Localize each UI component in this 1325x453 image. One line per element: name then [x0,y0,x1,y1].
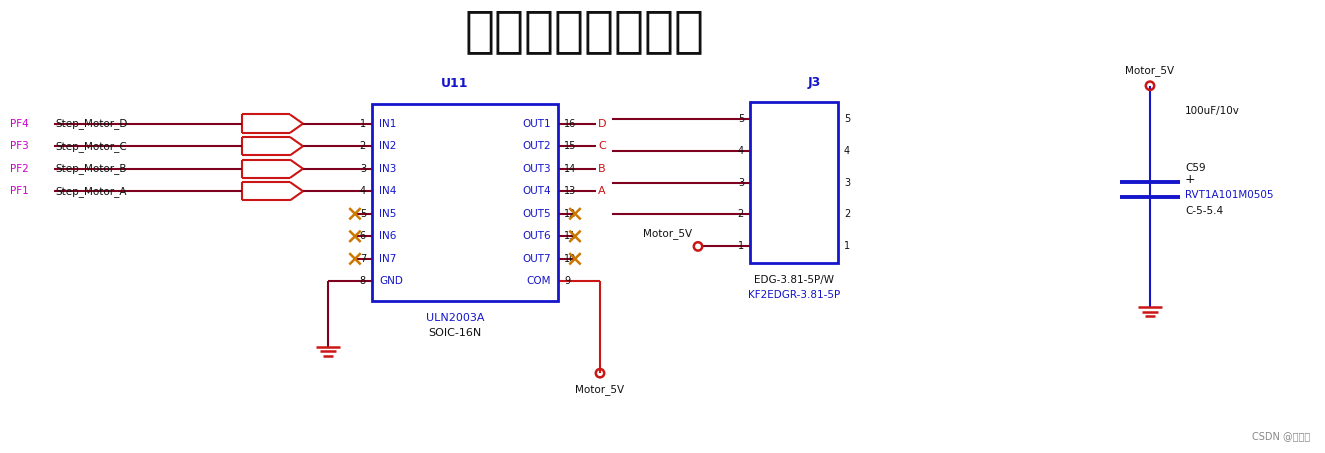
Text: 5: 5 [844,114,851,124]
Text: 100uF/10v: 100uF/10v [1185,106,1240,116]
Text: D: D [598,119,607,129]
Text: 9: 9 [564,276,570,286]
Text: CSDN @宇雨鱼: CSDN @宇雨鱼 [1252,431,1310,441]
Text: +: + [1185,173,1195,186]
Text: 1: 1 [360,119,366,129]
Text: 7: 7 [360,254,366,264]
Text: 15: 15 [564,141,576,151]
Text: IN7: IN7 [379,254,396,264]
Text: 5: 5 [738,114,745,124]
Text: OUT6: OUT6 [522,231,551,241]
Text: J3: J3 [807,76,820,89]
Text: 2: 2 [844,209,851,219]
Text: 13: 13 [564,186,576,196]
Text: ULN2003A: ULN2003A [425,313,484,323]
Text: OUT7: OUT7 [522,254,551,264]
Text: 4: 4 [738,145,745,155]
Text: 5: 5 [360,209,366,219]
Text: IN3: IN3 [379,164,396,173]
Text: IN5: IN5 [379,209,396,219]
Text: 1: 1 [844,241,851,251]
Text: GND: GND [379,276,403,286]
Text: 3: 3 [738,178,745,188]
Text: PF2: PF2 [11,164,29,173]
Text: 6: 6 [360,231,366,241]
Text: PF1: PF1 [11,186,29,196]
Text: A: A [598,186,606,196]
Text: PF3: PF3 [11,141,29,151]
Text: OUT1: OUT1 [522,119,551,129]
Text: RVT1A101M0505: RVT1A101M0505 [1185,189,1273,199]
Text: U11: U11 [441,77,469,90]
Text: KF2EDGR-3.81-5P: KF2EDGR-3.81-5P [747,290,840,300]
Text: IN4: IN4 [379,186,396,196]
Text: Step_Motor_C: Step_Motor_C [56,141,127,152]
Text: B: B [598,164,606,173]
Text: 4: 4 [360,186,366,196]
Text: C-5-5.4: C-5-5.4 [1185,207,1223,217]
Text: 11: 11 [564,231,576,241]
Text: 2: 2 [360,141,366,151]
Text: Motor_5V: Motor_5V [575,384,624,395]
Text: OUT5: OUT5 [522,209,551,219]
Text: IN6: IN6 [379,231,396,241]
Text: 3: 3 [360,164,366,173]
Text: Motor_5V: Motor_5V [643,228,692,240]
Bar [372,104,558,301]
Text: Step_Motor_D: Step_Motor_D [56,118,127,129]
Text: 3: 3 [844,178,851,188]
Text: 2: 2 [738,209,745,219]
Text: 4: 4 [844,145,851,155]
Text: Step_Motor_B: Step_Motor_B [56,163,126,174]
Text: OUT3: OUT3 [522,164,551,173]
Text: C59: C59 [1185,163,1206,173]
Bar [750,102,837,263]
Text: 16: 16 [564,119,576,129]
Text: IN2: IN2 [379,141,396,151]
Text: OUT4: OUT4 [522,186,551,196]
Text: 14: 14 [564,164,576,173]
Text: IN1: IN1 [379,119,396,129]
Text: 1: 1 [738,241,745,251]
Text: PF4: PF4 [11,119,29,129]
Text: C: C [598,141,606,151]
Text: OUT2: OUT2 [522,141,551,151]
Text: EDG-3.81-5P/W: EDG-3.81-5P/W [754,275,833,285]
Text: COM: COM [526,276,551,286]
Text: 8: 8 [360,276,366,286]
Text: 10: 10 [564,254,576,264]
Text: 12: 12 [564,209,576,219]
Text: Motor_5V: Motor_5V [1125,65,1174,76]
Text: Step_Motor_A: Step_Motor_A [56,186,126,197]
Text: 单极性步进电　机: 单极性步进电 机 [465,7,705,55]
Text: SOIC-16N: SOIC-16N [428,328,481,338]
